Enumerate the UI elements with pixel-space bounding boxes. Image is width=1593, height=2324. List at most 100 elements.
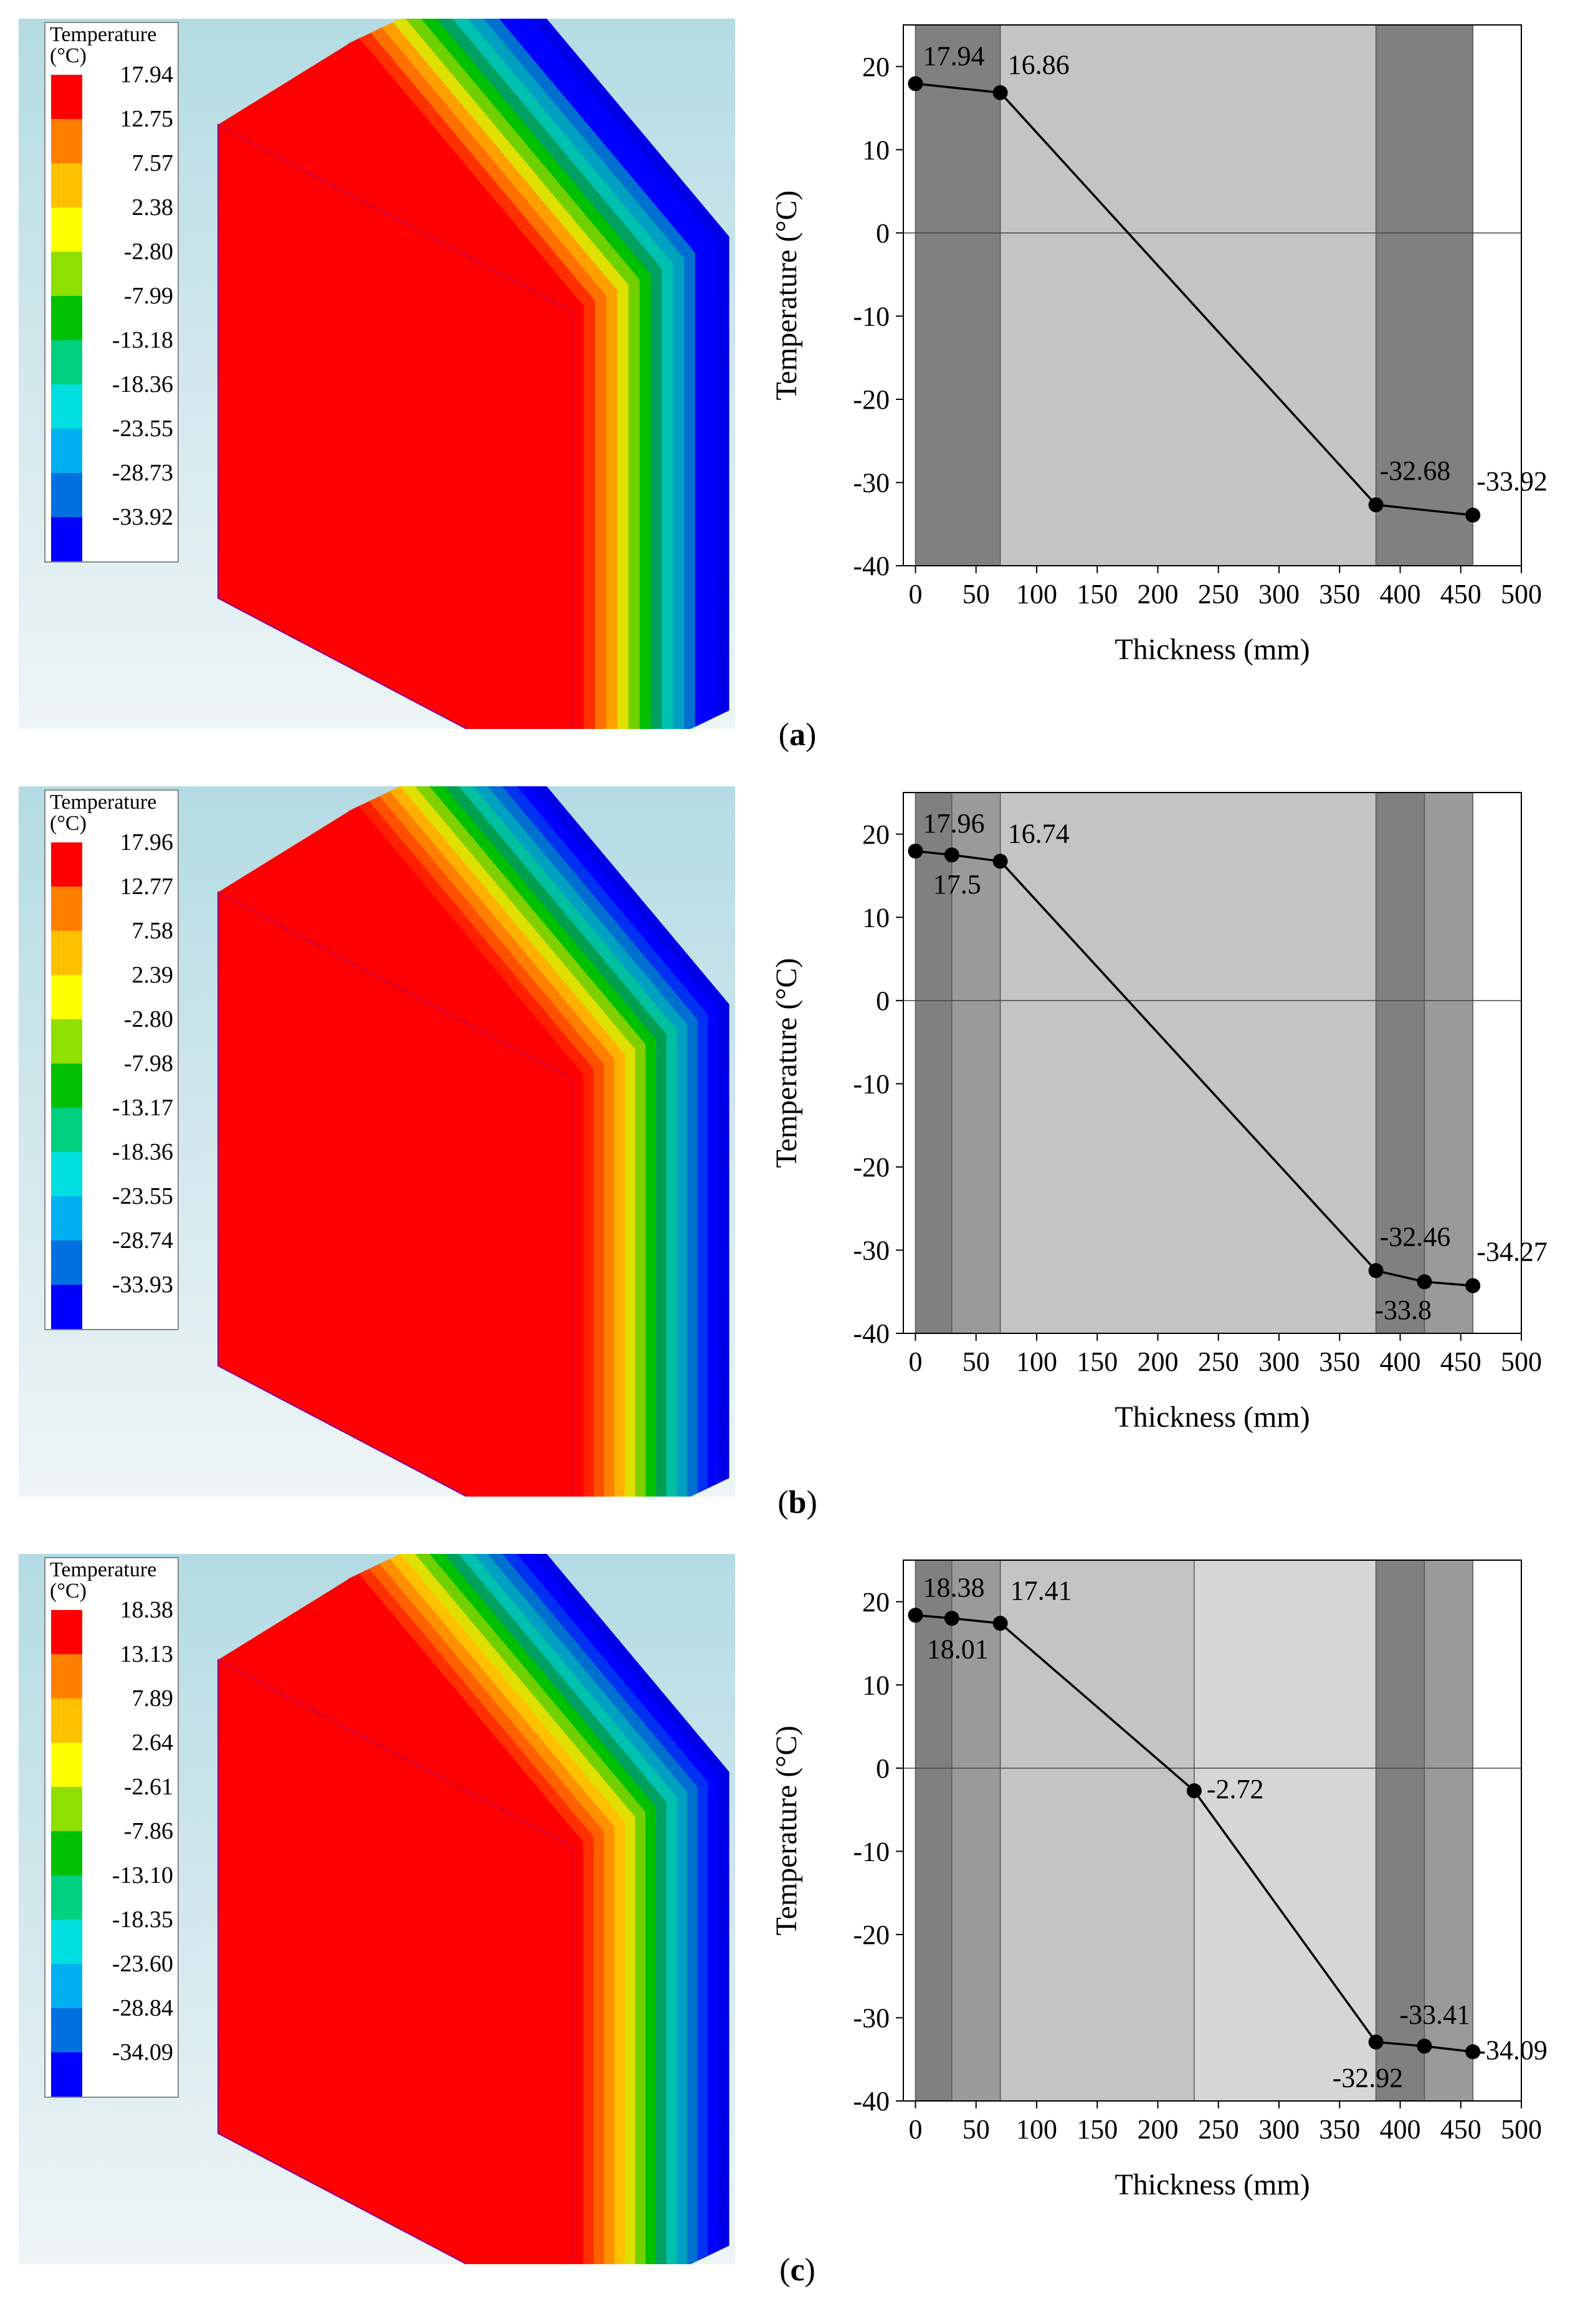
x-tick-label: 200 <box>1137 579 1178 609</box>
data-point <box>1368 2034 1384 2050</box>
y-tick-label: 0 <box>876 986 890 1016</box>
layer-band <box>1376 1560 1425 2101</box>
legend-swatch <box>51 340 82 384</box>
x-tick-label: 200 <box>1137 1346 1178 1377</box>
x-tick-label: 0 <box>908 1346 922 1377</box>
legend-swatch <box>51 1196 82 1241</box>
y-tick-label: 10 <box>862 1670 890 1700</box>
x-tick-label: 450 <box>1440 2114 1481 2145</box>
legend-value: -13.17 <box>112 1095 173 1121</box>
legend-value: -28.84 <box>112 1995 173 2021</box>
side-layer <box>687 1019 698 1497</box>
legend-swatch <box>51 1152 82 1196</box>
legend-swatch <box>51 887 82 931</box>
side-layer <box>655 1034 667 1497</box>
caption-b: (b) <box>777 1485 817 1520</box>
y-tick-label: -20 <box>853 1152 890 1183</box>
side-layer <box>583 1836 594 2264</box>
wall-block-3d <box>217 786 730 1497</box>
data-label: 18.38 <box>923 1572 984 1603</box>
legend-value: 17.96 <box>120 829 174 855</box>
data-point <box>1417 1274 1432 1290</box>
data-label: -2.72 <box>1207 1774 1264 1804</box>
data-label: -32.68 <box>1380 455 1451 486</box>
legend-value: -23.60 <box>112 1951 173 1977</box>
x-tick-label: 0 <box>908 2114 922 2145</box>
side-layer <box>617 284 629 729</box>
x-tick-label: 450 <box>1440 1346 1481 1377</box>
temperature-chart-b: 0 50 100 150 200 250 300 350 400 450 50020100-10-2… <box>770 792 1548 1434</box>
legend-value: -18.36 <box>112 1139 173 1165</box>
side-layer <box>677 1024 688 1497</box>
legend-swatch <box>51 1019 82 1064</box>
side-layer <box>666 1796 678 2264</box>
side-layer <box>697 1014 709 1493</box>
data-label: 17.94 <box>923 40 984 71</box>
data-point <box>1465 2044 1481 2060</box>
side-layer <box>655 1801 667 2264</box>
layer-band <box>1000 1560 1194 2101</box>
x-tick-label: 250 <box>1198 1346 1239 1377</box>
y-tick-label: 20 <box>862 1587 890 1617</box>
data-label: -32.46 <box>1380 1221 1451 1252</box>
y-tick-label: -30 <box>853 1235 890 1265</box>
x-tick-label: 50 <box>963 1346 990 1377</box>
x-tick-label: 0 <box>908 579 922 609</box>
legend-value: 7.57 <box>132 150 174 176</box>
x-tick-label: 500 <box>1501 1346 1542 1377</box>
side-layer <box>593 1064 605 1497</box>
side-layer <box>604 1059 616 1497</box>
y-tick-label: 10 <box>862 902 890 933</box>
data-point <box>944 1611 959 1626</box>
panel-a: Temperature (°C) 17.94 12.75 7.57 2.38 -2.80… <box>0 0 1593 768</box>
x-tick-label: 150 <box>1077 1346 1118 1377</box>
legend-unit: (°C) <box>50 44 87 67</box>
layer-band <box>1424 793 1473 1333</box>
legend-swatch <box>51 207 82 252</box>
x-tick-label: 100 <box>1016 579 1057 609</box>
side-layer <box>666 1029 678 1497</box>
legend-swatch <box>51 1920 82 1964</box>
y-tick-label: 20 <box>862 819 890 850</box>
x-tick-label: 300 <box>1258 579 1300 609</box>
legend-swatch <box>51 1787 82 1831</box>
legend-unit: (°C) <box>50 1579 87 1603</box>
side-layer <box>593 1831 605 2264</box>
side-layer <box>614 1054 625 1497</box>
side-layer <box>628 279 640 729</box>
temperature-chart-c: 0 50 100 150 200 250 300 350 400 450 50020100-10-2… <box>770 1560 1548 2201</box>
legend-value: 17.94 <box>120 62 174 88</box>
layer-band <box>1376 25 1473 566</box>
legend-title: Temperature <box>50 23 156 46</box>
x-tick-label: 100 <box>1016 2114 1057 2145</box>
wall-block-3d <box>217 1554 730 2264</box>
side-layer <box>650 268 663 729</box>
data-label: 17.5 <box>933 869 981 900</box>
plot-frame <box>903 1560 1522 2102</box>
side-layer <box>584 300 596 729</box>
layer-band <box>951 793 1001 1333</box>
x-tick-label: 300 <box>1258 1346 1300 1377</box>
legend-swatch <box>51 252 82 296</box>
legend-swatch <box>51 1108 82 1152</box>
x-tick-label: 400 <box>1379 1346 1420 1377</box>
data-label: -33.41 <box>1399 1999 1470 2030</box>
legend-value: 7.58 <box>132 918 174 944</box>
data-point <box>992 854 1008 869</box>
y-tick-label: 0 <box>876 1753 890 1784</box>
data-point <box>908 844 923 859</box>
y-axis-label: Temperature (°C) <box>770 958 803 1168</box>
legend-swatch <box>51 1610 82 1654</box>
legend-value: 13.13 <box>120 1641 174 1667</box>
legend-unit: (°C) <box>50 812 87 835</box>
legend-swatch <box>51 384 82 429</box>
plot-frame <box>903 24 1522 566</box>
legend-value: -2.80 <box>124 239 173 265</box>
x-tick-label: 400 <box>1379 579 1420 609</box>
x-tick-label: 500 <box>1501 579 1542 609</box>
legend-value: -7.86 <box>124 1818 173 1844</box>
side-layer <box>595 295 607 729</box>
legend-swatch <box>51 842 82 887</box>
y-tick-label: -10 <box>853 301 890 331</box>
layer-band <box>951 1560 1001 2101</box>
